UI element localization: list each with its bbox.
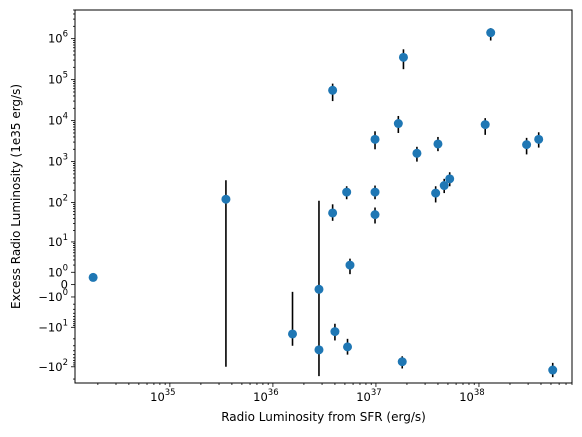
data-point (486, 28, 496, 38)
data-point (370, 134, 380, 144)
x-tick-label: 1035 (150, 388, 175, 404)
y-tick-label: 104 (48, 112, 68, 128)
data-point (330, 327, 340, 337)
data-point (548, 365, 558, 375)
x-axis-ticks: 1035 1036 1037 1038 (97, 383, 573, 404)
data-point (370, 210, 380, 220)
data-point (433, 139, 443, 149)
x-tick-label: 1037 (356, 388, 381, 404)
y-tick-label: 103 (48, 153, 68, 169)
data-point (431, 188, 441, 198)
y-tick-label: −102 (38, 358, 68, 374)
y-tick-label: 106 (48, 30, 68, 46)
data-point (328, 85, 338, 95)
data-point (345, 260, 355, 270)
y-tick-label: 102 (48, 193, 68, 209)
error-bars (225, 28, 554, 378)
data-point (88, 272, 98, 282)
data-point (412, 148, 422, 158)
plot-area-frame (74, 9, 573, 384)
y-tick-label: 101 (48, 233, 68, 249)
data-point (342, 187, 352, 197)
data-point (397, 357, 407, 367)
x-axis-label: Radio Luminosity from SFR (erg/s) (221, 410, 426, 424)
y-tick-label: −101 (38, 318, 68, 334)
data-point (439, 181, 449, 191)
data-point (343, 342, 353, 352)
y-tick-label: 105 (48, 71, 68, 87)
data-point (328, 208, 338, 218)
data-point (393, 119, 403, 129)
data-point (445, 174, 455, 184)
y-tick-label: −100 (38, 288, 68, 304)
y-tick-label: 0 (61, 278, 68, 292)
data-point (398, 52, 408, 62)
data-point (288, 329, 298, 339)
data-point (314, 345, 324, 355)
data-point (221, 194, 231, 204)
data-point (314, 284, 324, 294)
x-tick-label: 1036 (253, 388, 278, 404)
y-axis-label: Excess Radio Luminosity (1e35 erg/s) (9, 84, 23, 309)
data-point (522, 140, 532, 150)
x-tick-label: 1038 (459, 388, 484, 404)
data-point (370, 187, 380, 197)
y-tick-label: 100 (48, 263, 68, 279)
data-markers (88, 28, 558, 375)
data-point (534, 134, 544, 144)
data-point (480, 120, 490, 130)
